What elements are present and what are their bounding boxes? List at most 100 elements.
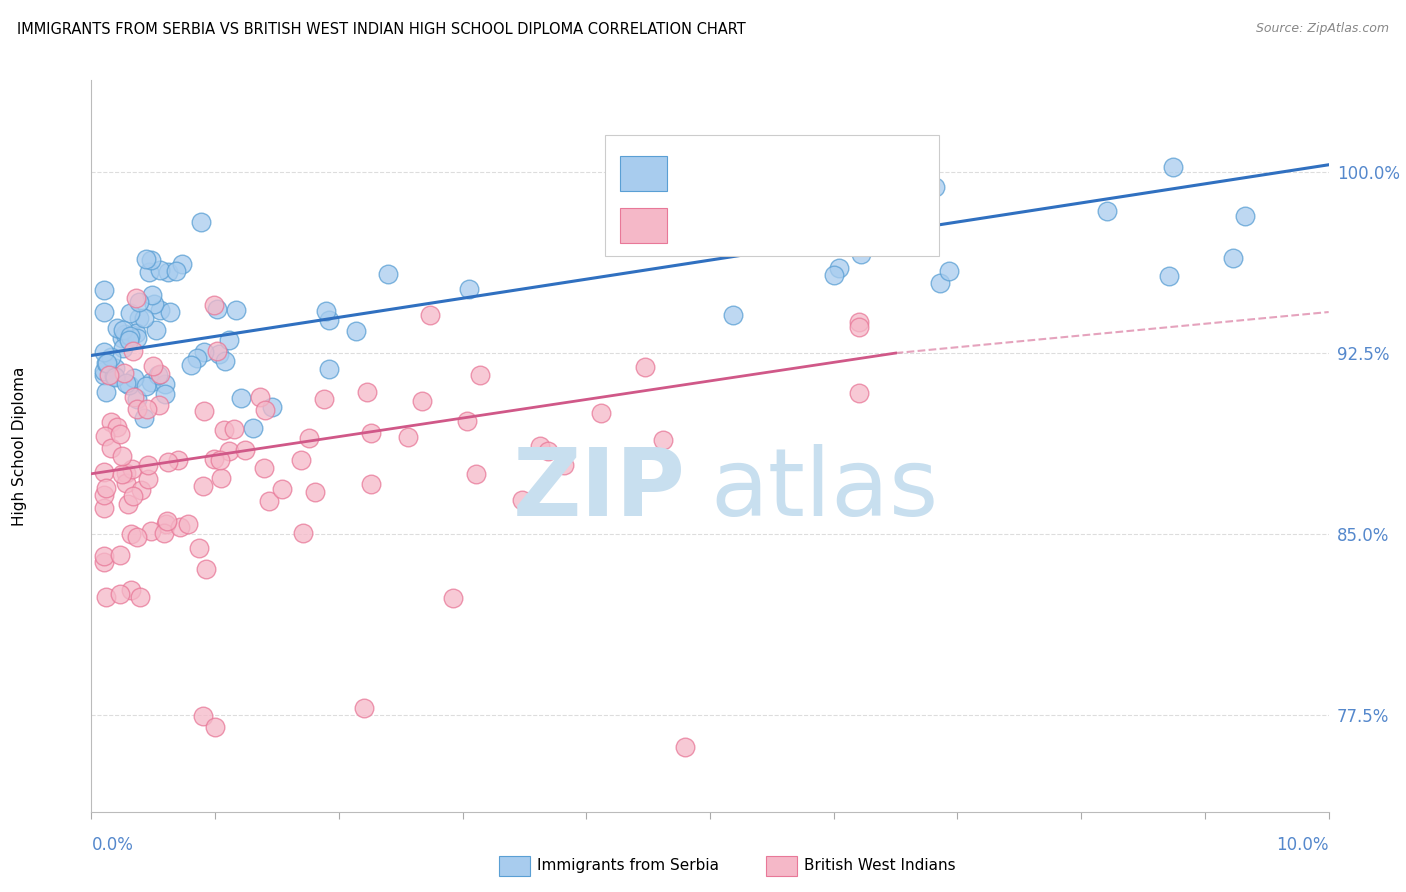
Point bbox=[344, 324, 367, 338]
Point bbox=[634, 359, 657, 374]
Point bbox=[209, 471, 232, 485]
Point bbox=[103, 368, 125, 383]
Point bbox=[125, 326, 148, 340]
Point bbox=[136, 472, 159, 486]
Point bbox=[139, 376, 162, 390]
Text: atlas: atlas bbox=[710, 444, 938, 536]
Point bbox=[93, 345, 115, 359]
Point bbox=[1234, 209, 1257, 223]
Point bbox=[125, 530, 148, 544]
Point bbox=[114, 475, 136, 490]
Point bbox=[94, 384, 117, 399]
Point bbox=[187, 541, 209, 555]
Point bbox=[465, 467, 488, 481]
Point bbox=[848, 315, 870, 329]
Text: N = 93: N = 93 bbox=[837, 216, 904, 234]
FancyBboxPatch shape bbox=[620, 156, 666, 192]
Point bbox=[149, 367, 172, 381]
Point bbox=[165, 264, 187, 278]
Point bbox=[93, 305, 115, 319]
Point bbox=[111, 331, 134, 345]
Point bbox=[318, 313, 340, 327]
Point bbox=[235, 443, 257, 458]
Point bbox=[298, 431, 321, 445]
Text: High School Diploma: High School Diploma bbox=[13, 367, 27, 525]
Point bbox=[100, 442, 122, 456]
Point bbox=[924, 180, 946, 194]
Point bbox=[100, 350, 122, 364]
Point bbox=[411, 393, 433, 408]
Point bbox=[156, 265, 179, 279]
Point bbox=[135, 379, 157, 393]
Point bbox=[128, 294, 150, 309]
Text: IMMIGRANTS FROM SERBIA VS BRITISH WEST INDIAN HIGH SCHOOL DIPLOMA CORRELATION CH: IMMIGRANTS FROM SERBIA VS BRITISH WEST I… bbox=[17, 22, 745, 37]
Point bbox=[225, 303, 247, 318]
Point bbox=[139, 252, 162, 267]
Point bbox=[849, 246, 872, 260]
Point bbox=[111, 449, 134, 463]
Point bbox=[124, 371, 146, 385]
Point bbox=[155, 516, 177, 531]
Point bbox=[304, 485, 326, 500]
Point bbox=[100, 416, 122, 430]
Point bbox=[98, 368, 121, 383]
Point bbox=[202, 298, 225, 312]
Point bbox=[129, 483, 152, 497]
Point bbox=[108, 548, 131, 562]
Point bbox=[652, 433, 675, 447]
Point bbox=[191, 709, 214, 723]
Point bbox=[93, 555, 115, 569]
Point bbox=[93, 549, 115, 563]
Point bbox=[149, 303, 172, 318]
Point bbox=[838, 235, 860, 250]
Point bbox=[96, 482, 118, 496]
Point bbox=[312, 392, 335, 407]
Text: ZIP: ZIP bbox=[512, 444, 685, 536]
Point bbox=[153, 526, 176, 541]
Point bbox=[111, 467, 134, 481]
Point bbox=[194, 562, 217, 576]
Text: British West Indians: British West Indians bbox=[804, 858, 956, 872]
Point bbox=[193, 404, 215, 418]
Point bbox=[94, 356, 117, 370]
Point bbox=[468, 368, 491, 382]
Point bbox=[134, 410, 156, 425]
FancyBboxPatch shape bbox=[605, 136, 939, 256]
Point bbox=[718, 222, 741, 236]
Point bbox=[202, 451, 225, 466]
Point bbox=[153, 377, 176, 392]
Text: 10.0%: 10.0% bbox=[1277, 836, 1329, 854]
Point bbox=[94, 591, 117, 605]
Point bbox=[180, 358, 202, 372]
Text: N = 80: N = 80 bbox=[837, 156, 904, 174]
Point bbox=[118, 328, 141, 343]
Point bbox=[224, 422, 246, 436]
Point bbox=[353, 701, 375, 715]
Point bbox=[112, 341, 135, 355]
Point bbox=[257, 494, 280, 508]
Point bbox=[93, 368, 115, 383]
Point bbox=[205, 344, 228, 359]
Point bbox=[419, 309, 441, 323]
Point bbox=[218, 334, 240, 348]
Point bbox=[115, 466, 138, 480]
Point bbox=[112, 323, 135, 337]
Point bbox=[93, 364, 115, 378]
Point bbox=[218, 444, 240, 458]
Text: Immigrants from Serbia: Immigrants from Serbia bbox=[537, 858, 718, 872]
Point bbox=[212, 424, 235, 438]
Point bbox=[142, 297, 165, 311]
Point bbox=[159, 305, 181, 319]
Point bbox=[1095, 204, 1118, 219]
Point bbox=[177, 516, 200, 531]
Point bbox=[205, 302, 228, 317]
Point bbox=[1222, 252, 1244, 266]
Point bbox=[108, 426, 131, 441]
Point bbox=[110, 587, 132, 601]
Text: 0.0%: 0.0% bbox=[91, 836, 134, 854]
Point bbox=[214, 353, 236, 368]
Point bbox=[157, 455, 180, 469]
Point bbox=[120, 582, 142, 597]
Point bbox=[291, 525, 314, 540]
Point bbox=[141, 359, 163, 373]
